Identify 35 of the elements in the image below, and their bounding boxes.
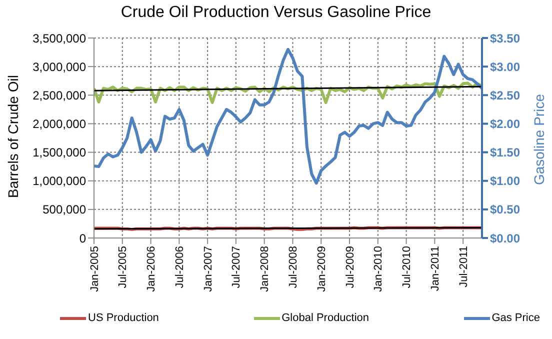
y2-tick-label: $2.50 bbox=[490, 88, 520, 102]
y-tick-label: 3,500,000 bbox=[32, 31, 86, 46]
x-tick-label: Jan-2011 bbox=[429, 246, 442, 292]
x-tick-label: Jul-2010 bbox=[401, 246, 414, 288]
y-tick-label: 2,000,000 bbox=[32, 116, 86, 131]
x-tick-label: Jan-2009 bbox=[316, 246, 328, 292]
y-axis-title: Barrels of Crude Oil bbox=[4, 75, 21, 198]
x-tick-label: Jan-2006 bbox=[146, 246, 158, 292]
x-tick-label: Jul-2006 bbox=[174, 246, 186, 288]
legend-label: Global Production bbox=[282, 312, 370, 324]
y2-tick-label: $0.00 bbox=[490, 231, 520, 246]
x-tick-label: Jan-2005 bbox=[88, 246, 101, 292]
y2-axis-title: Gasoline Price bbox=[530, 94, 547, 186]
y2-tick-label: $1.50 bbox=[490, 146, 520, 160]
x-tick-label: Jul-2007 bbox=[230, 246, 243, 288]
legend-label: Gas Price bbox=[492, 312, 540, 324]
x-tick-label: Jul-2008 bbox=[288, 246, 300, 288]
x-tick-label: Jul-2011 bbox=[458, 246, 470, 288]
y2-tick-label: $2.00 bbox=[490, 116, 520, 131]
y-tick-label: 0 bbox=[79, 231, 86, 246]
y2-tick-label: $1.00 bbox=[490, 174, 520, 188]
legend-label: US Production bbox=[88, 312, 159, 324]
x-tick-label: Jan-2010 bbox=[372, 246, 385, 292]
y-tick-label: 500,000 bbox=[42, 202, 86, 217]
x-tick-label: Jan-2007 bbox=[202, 246, 214, 292]
y-tick-label: 1,000,000 bbox=[32, 174, 86, 188]
chart-title: Crude Oil Production Versus Gasoline Price bbox=[120, 4, 432, 22]
y-tick-label: 1,500,000 bbox=[32, 146, 86, 160]
y-tick-label: 3,000,000 bbox=[32, 60, 86, 74]
y2-tick-label: $0.50 bbox=[490, 202, 520, 217]
x-tick-label: Jan-2008 bbox=[259, 246, 272, 292]
y2-tick-label: $3.00 bbox=[490, 60, 520, 74]
x-tick-label: Jul-2009 bbox=[344, 246, 356, 288]
y-tick-label: 2,500,000 bbox=[32, 88, 86, 102]
x-tick-label: Jul-2005 bbox=[117, 246, 130, 288]
